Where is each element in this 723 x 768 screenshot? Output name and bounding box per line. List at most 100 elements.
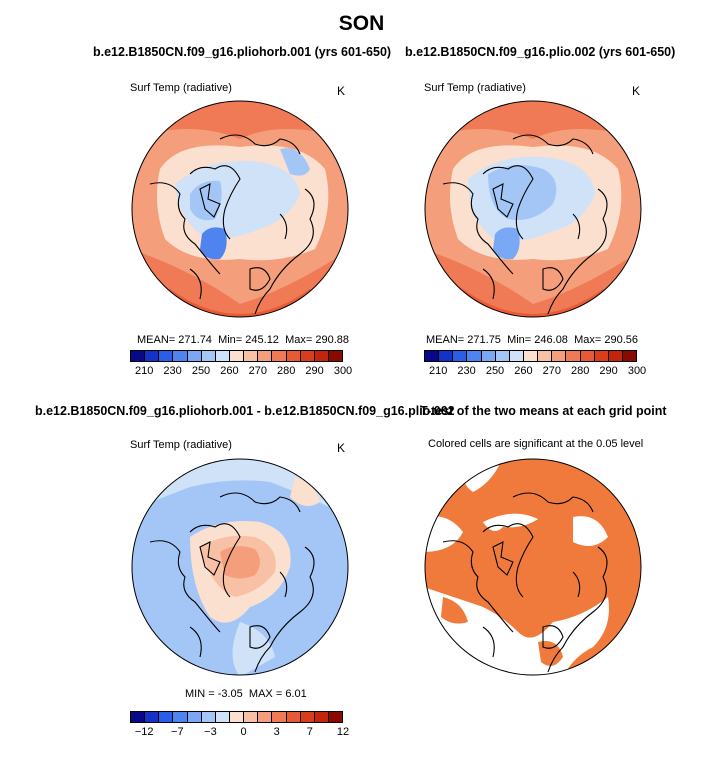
map-fill-slightly-cool-south: [232, 622, 275, 675]
colorbar-swatch: [580, 351, 595, 361]
colorbar-swatch: [509, 351, 524, 361]
colorbar-swatch: [229, 712, 245, 722]
colorbar-tick-label: −12: [134, 726, 154, 738]
variable-label-bottom-left: Surf Temp (radiative): [130, 439, 232, 451]
units-label-bottom-left: K: [337, 441, 346, 455]
polar-map-top-right: [424, 100, 642, 318]
colorbar-swatch: [300, 351, 315, 361]
stats-top-right: MEAN= 271.75 Min= 246.08 Max= 290.56: [426, 334, 638, 346]
figure-title: SON: [338, 12, 385, 35]
colorbar-tick-label: 290: [305, 365, 324, 377]
colorbar-swatch: [467, 351, 482, 361]
map-fill-coldest: [200, 227, 227, 260]
stats-bottom-left: MIN = -3.05 MAX = 6.01: [185, 688, 307, 700]
colorbar-swatch: [131, 351, 146, 361]
colorbar-swatch: [187, 712, 202, 722]
coastlines: [442, 492, 608, 673]
colorbar-tick-label: 7: [306, 726, 313, 738]
colorbar-swatch: [286, 712, 301, 722]
variable-label-top-left: Surf Temp (radiative): [130, 82, 232, 94]
max-value: 290.88: [315, 334, 349, 346]
mean-label: MEAN=: [426, 334, 465, 346]
polar-map-top-left: [131, 100, 349, 318]
max-label: MAX =: [248, 688, 283, 700]
colorbar-swatch: [215, 712, 230, 722]
coastlines: [149, 492, 315, 673]
colorbar-tick-label: 270: [248, 365, 267, 377]
min-value: 246.08: [534, 334, 568, 346]
colorbar-swatch: [453, 351, 468, 361]
colorbar-swatch: [608, 351, 623, 361]
colorbar-ticks-top-left: 210 230 250 260 270 280 290 300: [130, 365, 352, 379]
max-value: 290.56: [604, 334, 638, 346]
colorbar-swatch: [145, 712, 160, 722]
colorbar-swatch: [622, 351, 637, 361]
polar-map-bottom-left: [131, 458, 349, 676]
colorbar-swatch: [286, 351, 301, 361]
colorbar-swatch: [201, 712, 216, 722]
colorbar-swatch: [145, 351, 160, 361]
colorbar-bottom-left: [130, 711, 343, 723]
colorbar-tick-label: 210: [429, 365, 448, 377]
map-border: [131, 458, 349, 676]
significance-note: Colored cells are significant at the 0.0…: [428, 438, 644, 450]
colorbar-tick-label: 280: [571, 365, 590, 377]
colorbar-tick-label: 270: [542, 365, 561, 377]
map-fill-cold: [488, 165, 557, 220]
colorbar-swatch: [439, 351, 454, 361]
mean-label: MEAN=: [137, 334, 176, 346]
min-label: MIN =: [185, 688, 215, 700]
map-fill-warmer: [220, 546, 260, 579]
sig-patch-southwest: [441, 597, 468, 624]
min-label: Min=: [218, 334, 243, 346]
colorbar-tick-label: −7: [171, 726, 184, 738]
map-border: [424, 458, 642, 676]
colorbar-ticks-bottom-left: −12 −7 −3 0 3 7 12: [130, 726, 349, 740]
colorbar-swatch: [159, 712, 174, 722]
colorbar-top-left: [130, 350, 343, 362]
map-border: [131, 100, 349, 318]
colorbar-swatch: [481, 351, 496, 361]
colorbar-swatch: [300, 712, 315, 722]
colorbar-tick-label: 250: [191, 365, 211, 377]
units-label-top-right: K: [632, 84, 641, 98]
significant-cells: [425, 459, 641, 675]
colorbar-swatch: [495, 351, 510, 361]
colorbar-tick-label: 3: [273, 726, 280, 738]
colorbar-swatch: [201, 351, 216, 361]
colorbar-tick-label: 260: [220, 365, 239, 377]
mean-value: 271.75: [467, 334, 501, 346]
mean-value: 271.74: [178, 334, 212, 346]
colorbar-tick-label: 260: [514, 365, 533, 377]
colorbar-swatch: [258, 351, 273, 361]
colorbar-swatch: [566, 351, 581, 361]
colorbar-swatch: [314, 712, 329, 722]
colorbar-swatch: [272, 351, 287, 361]
colorbar-tick-label: 0: [240, 726, 247, 738]
units-label-top-left: K: [337, 84, 346, 98]
colorbar-swatch: [552, 351, 567, 361]
colorbar-swatch: [258, 712, 273, 722]
colorbar-swatch: [173, 712, 188, 722]
colorbar-swatch: [314, 351, 329, 361]
colorbar-swatch: [594, 351, 609, 361]
map-border: [424, 100, 642, 318]
map-fill-coldest: [493, 227, 520, 260]
colorbar-swatch: [523, 351, 539, 361]
colorbar-swatch: [272, 712, 287, 722]
colorbar-top-right: [424, 350, 637, 362]
colorbar-swatch: [131, 712, 146, 722]
max-label: Max=: [574, 334, 602, 346]
colorbar-swatch: [229, 351, 245, 361]
colorbar-swatch: [328, 712, 343, 722]
colorbar-tick-label: 300: [333, 365, 353, 377]
min-value: 245.12: [245, 334, 279, 346]
colorbar-swatch: [187, 351, 202, 361]
colorbar-swatch: [215, 351, 230, 361]
polar-map-bottom-right: [424, 458, 642, 676]
colorbar-tick-label: 250: [485, 365, 505, 377]
colorbar-tick-label: 210: [135, 365, 154, 377]
colorbar-ticks-top-right: 210 230 250 260 270 280 290 300: [424, 365, 646, 379]
coastlines: [442, 134, 608, 315]
panel-title-top-right: b.e12.B1850CN.f09_g16.plio.002 (yrs 601-…: [405, 45, 676, 59]
